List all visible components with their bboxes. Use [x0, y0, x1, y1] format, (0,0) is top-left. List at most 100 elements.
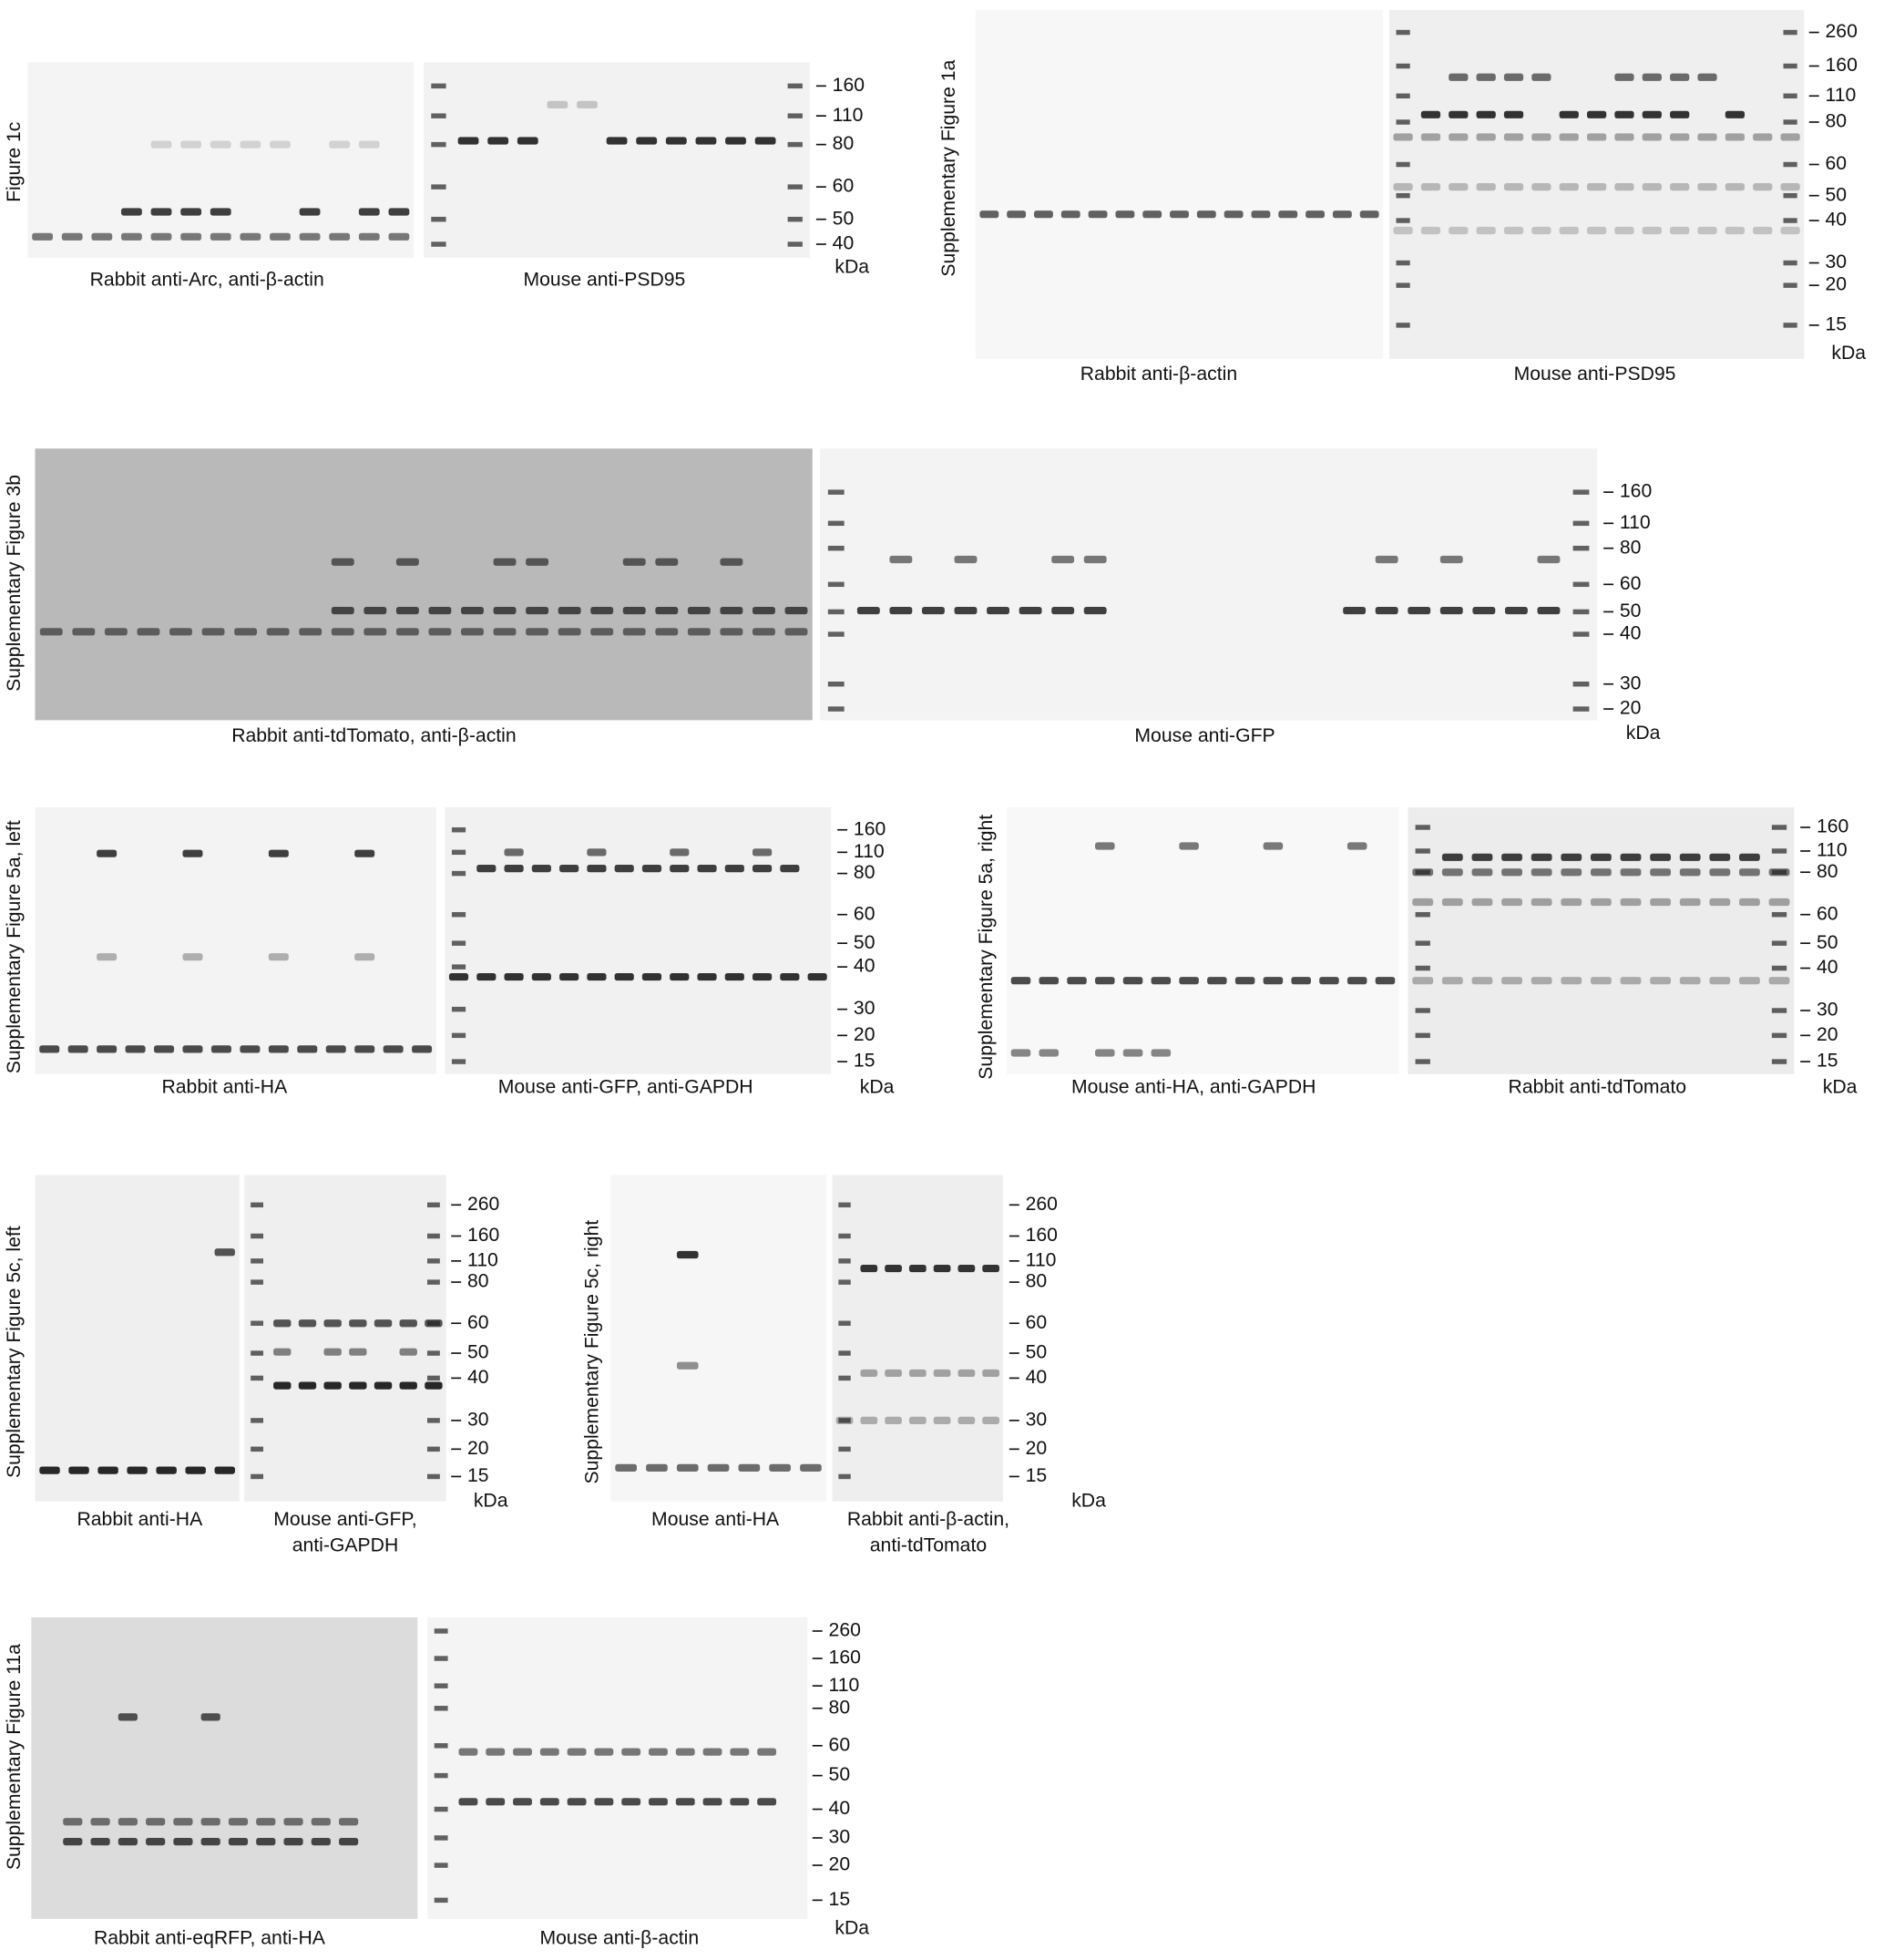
band — [1679, 853, 1701, 861]
band — [1251, 210, 1271, 219]
band — [1179, 977, 1199, 985]
ladder-band — [838, 1202, 851, 1208]
band — [156, 1466, 177, 1474]
ladder-band — [431, 216, 446, 222]
band — [539, 1798, 559, 1806]
band — [1263, 842, 1284, 850]
band — [1179, 842, 1199, 850]
band — [1010, 977, 1031, 985]
ladder-band — [1415, 940, 1430, 946]
band — [448, 972, 469, 981]
band — [349, 1381, 367, 1390]
band — [614, 865, 634, 873]
band — [1586, 133, 1607, 141]
ladder-band — [787, 216, 803, 222]
marker-label: 160 — [1826, 55, 1858, 76]
marker-label: 160 — [1620, 481, 1652, 502]
band — [1088, 210, 1108, 219]
ladder-band — [838, 1258, 851, 1264]
band — [97, 1466, 118, 1474]
band — [425, 1381, 443, 1390]
band — [757, 1798, 777, 1806]
band — [1697, 73, 1717, 81]
panel-label: Supplementary Figure 11a — [4, 1644, 25, 1870]
marker-unit: kDa — [1626, 723, 1661, 744]
band — [982, 1369, 999, 1378]
band — [486, 1798, 506, 1806]
band — [1697, 133, 1717, 141]
band — [358, 208, 380, 216]
marker-label: 110 — [1826, 85, 1857, 106]
band — [150, 140, 172, 149]
band — [63, 1818, 83, 1826]
band — [1780, 183, 1800, 191]
ladder-band — [251, 1418, 263, 1423]
band — [957, 1264, 976, 1273]
band — [1393, 226, 1413, 235]
band — [150, 208, 172, 216]
band — [738, 1463, 761, 1472]
ladder-band — [251, 1446, 263, 1452]
panel-label: Supplementary Figure 5c, left — [4, 1226, 25, 1478]
band — [1449, 226, 1469, 235]
band — [1234, 977, 1255, 985]
band — [458, 1798, 478, 1806]
band — [1224, 210, 1244, 219]
band — [180, 208, 202, 216]
band — [234, 628, 258, 636]
band — [1420, 133, 1441, 141]
band — [210, 140, 231, 149]
marker-label: 60 — [854, 903, 875, 924]
band — [273, 1319, 292, 1328]
band — [1642, 110, 1662, 118]
ladder-band — [251, 1202, 263, 1208]
band — [1503, 110, 1524, 118]
ladder-band — [434, 1772, 448, 1779]
band — [457, 137, 479, 145]
ladder-band — [1415, 965, 1430, 971]
marker-unit: kDa — [1071, 1490, 1106, 1511]
band — [675, 1798, 695, 1806]
band — [594, 1798, 614, 1806]
ladder-band — [431, 184, 446, 190]
ladder-band — [1415, 1059, 1430, 1064]
blot-image — [27, 62, 415, 259]
ladder-band — [827, 706, 845, 712]
band — [354, 953, 375, 961]
band — [1531, 133, 1551, 141]
band — [1471, 977, 1493, 985]
band — [860, 1369, 878, 1378]
band — [1590, 853, 1612, 861]
band — [461, 628, 484, 636]
ladder-band — [838, 1446, 851, 1452]
band — [1115, 210, 1135, 219]
blot-panel: Supplementary Figure 5c, left Rabbit anti… — [4, 1175, 508, 1556]
band — [185, 1466, 206, 1474]
band — [412, 1045, 433, 1053]
band — [97, 1045, 118, 1053]
band — [399, 1348, 417, 1356]
band — [889, 555, 913, 564]
band — [724, 865, 744, 873]
band — [933, 1369, 951, 1378]
band — [526, 558, 549, 566]
band — [807, 972, 827, 981]
band — [1346, 977, 1367, 985]
band — [1503, 183, 1524, 191]
band — [39, 1466, 60, 1474]
marker-label: 60 — [1826, 153, 1848, 174]
band — [1095, 842, 1115, 850]
band — [720, 606, 743, 615]
marker-label: 50 — [854, 932, 875, 953]
band — [1670, 133, 1690, 141]
marker-unit: kDa — [860, 1076, 895, 1097]
band — [180, 140, 202, 149]
band — [476, 972, 497, 981]
band — [1034, 210, 1053, 219]
band — [1412, 898, 1434, 907]
band — [921, 606, 945, 615]
ladder-band — [426, 1258, 440, 1264]
marker-label: 50 — [467, 1342, 489, 1363]
band — [547, 100, 568, 108]
ladder-band — [1396, 161, 1410, 168]
